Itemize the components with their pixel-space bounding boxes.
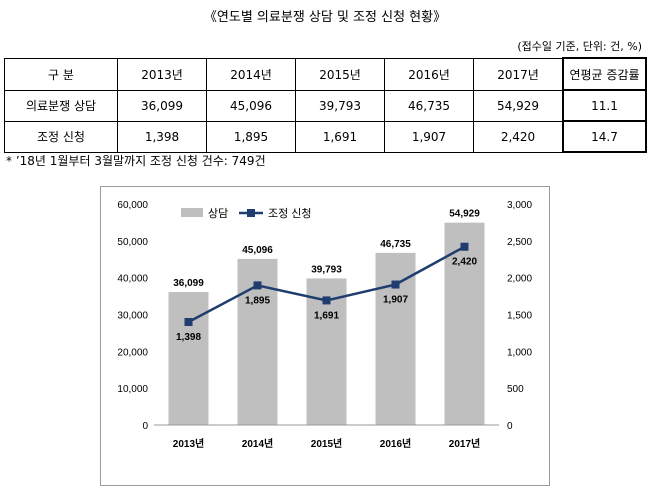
line-point: [391, 280, 400, 289]
x-axis-tick-label: 2017년: [449, 437, 480, 450]
table-cell: 2,420: [473, 120, 564, 153]
bar-data-label: 45,096: [242, 245, 273, 256]
y-axis-tick-label: 30,000: [117, 311, 148, 322]
line-point: [460, 242, 469, 251]
table-header-row: 구 분 2013년 2014년 2015년 2016년 2017년 연평균 증감…: [4, 57, 647, 91]
legend-swatch-bar: [181, 208, 203, 217]
y2-axis-tick-label: 1,500: [507, 311, 532, 322]
table-cell: 45,096: [206, 89, 296, 122]
bar-data-label: 36,099: [173, 278, 204, 289]
table-cell: 1,895: [206, 120, 296, 153]
footnote: * ’18년 1월부터 3월말까지 조정 신청 건수: 749건: [6, 154, 266, 168]
row-label: 조정 신청: [4, 120, 118, 153]
y-axis-tick-label: 20,000: [117, 347, 148, 358]
chart-frame: 0 10,000 20,000 30,000 40,000 50,000 60,000 0 50…: [100, 186, 550, 486]
header-annual-rate: 연평균 증감률: [562, 57, 647, 91]
line-data-label: 1,691: [314, 310, 339, 321]
line-data-label: 1,907: [383, 295, 408, 306]
table-cell: 1,398: [117, 120, 207, 153]
y-axis-tick-label: 40,000: [117, 274, 148, 285]
y-axis-tick-label: 10,000: [117, 384, 148, 395]
y2-axis-tick-label: 0: [507, 421, 513, 432]
bar-data-label: 39,793: [311, 264, 342, 275]
y2-axis-tick-label: 2,000: [507, 274, 532, 285]
rate-cell: 14.7: [562, 120, 647, 153]
table-cell: 36,099: [117, 89, 207, 122]
table-row: 의료분쟁 상담 36,099 45,096 39,793 46,735 54,9…: [4, 89, 647, 122]
row-label: 의료분쟁 상담: [4, 89, 118, 122]
y2-axis-tick-label: 3,000: [507, 200, 532, 211]
x-axis-tick-label: 2013년: [173, 437, 204, 450]
combo-chart: 0 10,000 20,000 30,000 40,000 50,000 60,000 0 50…: [117, 200, 532, 450]
bar: [375, 252, 416, 425]
y-axis-tick-label: 0: [142, 421, 148, 432]
bar-data-label: 46,735: [380, 239, 411, 250]
header-2015: 2015년: [295, 57, 385, 91]
line-point: [322, 296, 331, 305]
y2-axis-tick-label: 1,000: [507, 347, 532, 358]
table-cell: 46,735: [384, 89, 474, 122]
header-2013: 2013년: [117, 57, 207, 91]
y-axis-tick-label: 60,000: [117, 200, 148, 211]
unit-note: (접수일 기준, 단위: 건, %): [517, 40, 642, 53]
legend-label-line: 조정 신청: [268, 207, 312, 220]
header-2017: 2017년: [473, 57, 564, 91]
table-cell: 1,691: [295, 120, 385, 153]
bar-data-label: 54,929: [449, 209, 480, 220]
header-category: 구 분: [4, 57, 118, 91]
line-data-label: 1,895: [245, 295, 270, 306]
x-axis-tick-label: 2015년: [311, 437, 342, 450]
legend-swatch-marker: [247, 209, 255, 217]
bar: [168, 292, 209, 425]
table-row: 조정 신청 1,398 1,895 1,691 1,907 2,420 14.7: [4, 120, 647, 153]
line-data-label: 2,420: [452, 257, 477, 268]
header-2014: 2014년: [206, 57, 296, 91]
header-2016: 2016년: [384, 57, 474, 91]
y-axis-tick-label: 50,000: [117, 237, 148, 248]
line-data-label: 1,398: [176, 332, 201, 343]
y2-axis-tick-label: 500: [507, 384, 524, 395]
y2-axis-tick-label: 2,500: [507, 237, 532, 248]
table-cell: 39,793: [295, 89, 385, 122]
legend-label-bar: 상담: [208, 207, 228, 220]
x-axis-tick-label: 2014년: [242, 437, 273, 450]
x-axis-tick-label: 2016년: [380, 437, 411, 450]
stats-table: 구 분 2013년 2014년 2015년 2016년 2017년 연평균 증감…: [4, 57, 647, 153]
table-cell: 1,907: [384, 120, 474, 153]
bar: [444, 222, 485, 425]
rate-cell: 11.1: [562, 89, 647, 122]
page-title: 《연도별 의료분쟁 상담 및 조정 신청 현황》: [203, 10, 447, 25]
table-cell: 54,929: [473, 89, 564, 122]
line-point: [184, 318, 193, 327]
line-point: [253, 281, 262, 290]
